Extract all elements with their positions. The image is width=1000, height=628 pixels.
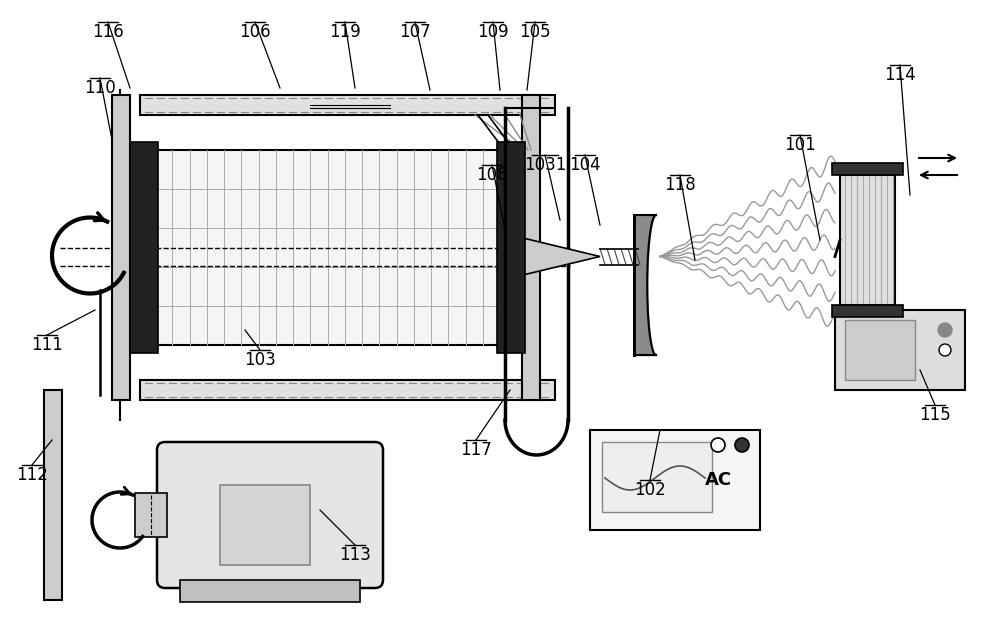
- Bar: [180, 580, 360, 602]
- FancyBboxPatch shape: [157, 442, 383, 588]
- Bar: [140, 380, 555, 400]
- Text: 110: 110: [84, 79, 116, 97]
- Text: 106: 106: [239, 23, 271, 41]
- Text: 1031: 1031: [524, 156, 566, 174]
- Bar: [835, 310, 965, 390]
- Text: 104: 104: [569, 156, 601, 174]
- Bar: [590, 430, 760, 530]
- Text: 102: 102: [634, 481, 666, 499]
- Bar: [220, 485, 310, 565]
- Text: 111: 111: [31, 336, 63, 354]
- Text: 114: 114: [884, 66, 916, 84]
- Bar: [845, 320, 915, 380]
- Text: 119: 119: [329, 23, 361, 41]
- Text: 105: 105: [519, 23, 551, 41]
- Circle shape: [711, 438, 725, 452]
- Text: 112: 112: [16, 466, 48, 484]
- Text: 108: 108: [476, 166, 508, 184]
- Bar: [832, 305, 903, 317]
- Text: 101: 101: [784, 136, 816, 154]
- Text: 113: 113: [339, 546, 371, 564]
- Circle shape: [939, 344, 951, 356]
- Bar: [155, 150, 500, 345]
- Bar: [140, 95, 555, 115]
- Bar: [832, 163, 903, 175]
- Text: 117: 117: [460, 441, 492, 459]
- Bar: [135, 493, 167, 537]
- Bar: [112, 95, 130, 400]
- Text: 118: 118: [664, 176, 696, 194]
- Text: AC: AC: [705, 471, 732, 489]
- Text: 116: 116: [92, 23, 124, 41]
- Circle shape: [938, 323, 952, 337]
- Text: 107: 107: [399, 23, 431, 41]
- Polygon shape: [525, 239, 600, 274]
- Bar: [497, 142, 525, 353]
- Text: 109: 109: [477, 23, 509, 41]
- Text: 103: 103: [244, 351, 276, 369]
- Bar: [130, 142, 158, 353]
- Text: 115: 115: [919, 406, 951, 424]
- Circle shape: [735, 438, 749, 452]
- Bar: [522, 95, 540, 400]
- Bar: [44, 390, 62, 600]
- Bar: [602, 442, 712, 512]
- Bar: [840, 175, 895, 305]
